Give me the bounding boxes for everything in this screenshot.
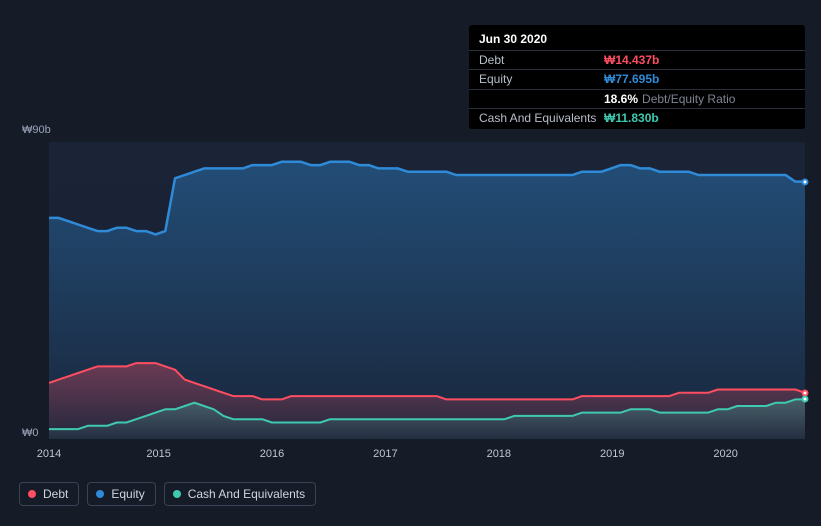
tooltip-row-suffix: Debt/Equity Ratio xyxy=(642,91,735,107)
xaxis-tick-label: 2014 xyxy=(37,448,61,460)
xaxis-labels: 2014201520162017201820192020 xyxy=(49,448,805,464)
yaxis-top-label: ₩90b xyxy=(22,124,51,136)
legend-item-equity[interactable]: Equity xyxy=(87,482,155,506)
tooltip-row-value: 18.6% xyxy=(604,91,638,107)
tooltip-row-label: Cash And Equivalents xyxy=(479,110,604,126)
tooltip-row-value: ₩14.437b xyxy=(604,52,659,68)
legend-item-debt[interactable]: Debt xyxy=(19,482,79,506)
legend-dot-icon xyxy=(28,490,36,498)
tooltip-row-label: Equity xyxy=(479,71,604,87)
legend-item-label: Debt xyxy=(43,487,68,501)
legend-dot-icon xyxy=(96,490,104,498)
legend-item-cash-and-equivalents[interactable]: Cash And Equivalents xyxy=(164,482,316,506)
yaxis-bottom-label: ₩0 xyxy=(22,427,39,439)
tooltip-row: Equity₩77.695b xyxy=(469,69,805,88)
tooltip-row: Debt₩14.437b xyxy=(469,50,805,69)
tooltip-row-value: ₩11.830b xyxy=(604,110,659,126)
legend-item-label: Cash And Equivalents xyxy=(188,487,305,501)
xaxis-tick-label: 2018 xyxy=(487,448,511,460)
xaxis-tick-label: 2020 xyxy=(713,448,737,460)
legend-dot-icon xyxy=(173,490,181,498)
tooltip-row: 18.6%Debt/Equity Ratio xyxy=(469,89,805,108)
legend: Debt Equity Cash And Equivalents xyxy=(19,482,316,506)
xaxis-tick-label: 2015 xyxy=(146,448,170,460)
xaxis-tick-label: 2019 xyxy=(600,448,624,460)
tooltip-row: Cash And Equivalents₩11.830b xyxy=(469,108,805,127)
chart-root: Jun 30 2020 Debt₩14.437bEquity₩77.695b18… xyxy=(0,0,821,526)
chart-plot-area[interactable] xyxy=(49,142,805,439)
xaxis-tick-label: 2017 xyxy=(373,448,397,460)
hover-marker-cash xyxy=(802,396,809,403)
tooltip-panel: Jun 30 2020 Debt₩14.437bEquity₩77.695b18… xyxy=(469,25,805,129)
tooltip-row-label: Debt xyxy=(479,52,604,68)
legend-item-label: Equity xyxy=(111,487,144,501)
hover-marker-equity xyxy=(802,178,809,185)
tooltip-title: Jun 30 2020 xyxy=(469,31,805,50)
tooltip-row-value: ₩77.695b xyxy=(604,71,659,87)
tooltip-row-label xyxy=(479,91,604,107)
xaxis-tick-label: 2016 xyxy=(260,448,284,460)
